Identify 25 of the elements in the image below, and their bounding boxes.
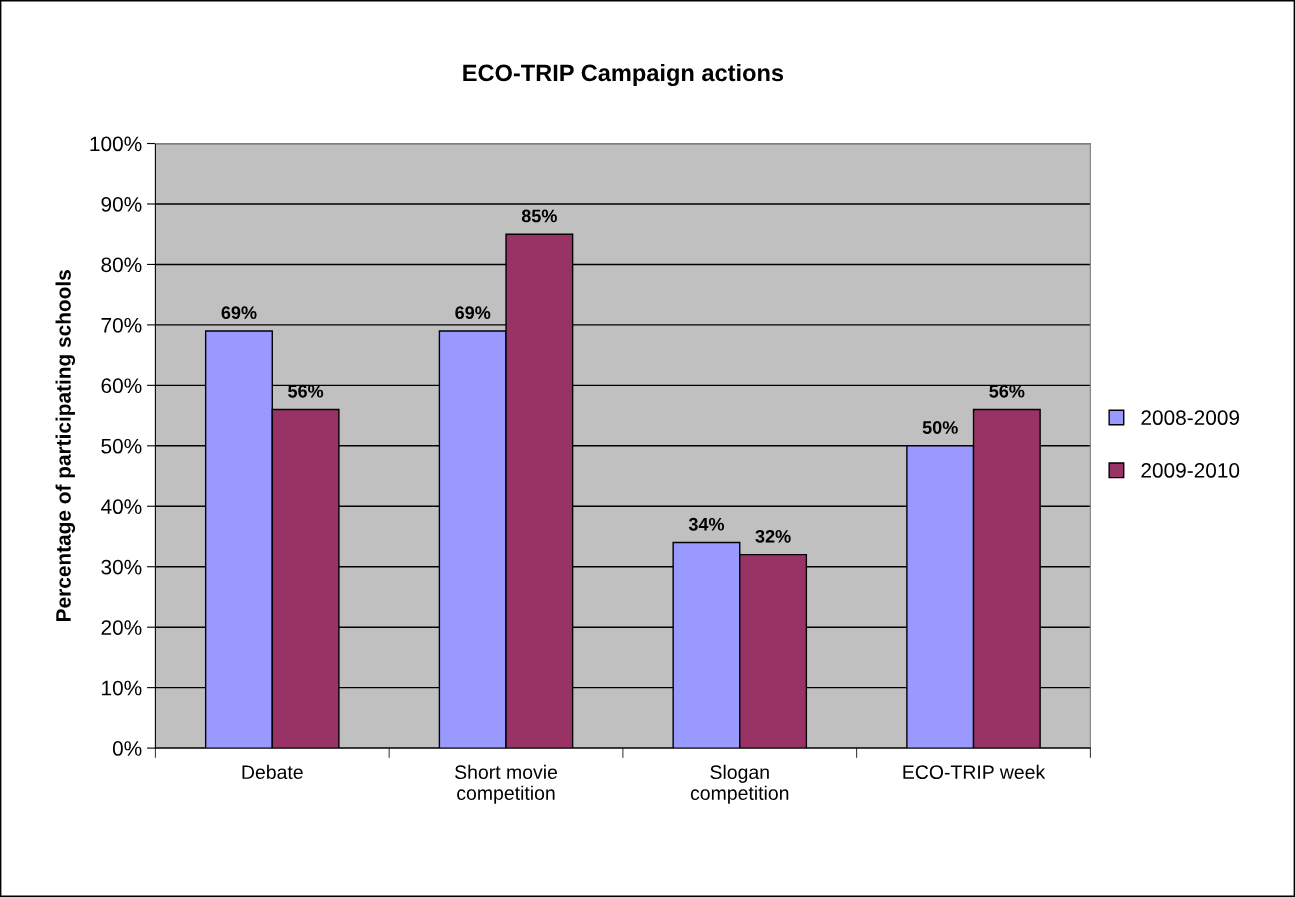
chart-title: ECO-TRIP Campaign actions bbox=[463, 63, 784, 87]
y-tick-label: 0% bbox=[112, 741, 142, 756]
y-tick-label: 50% bbox=[101, 438, 142, 454]
y-tick-label: 30% bbox=[101, 559, 142, 575]
y-tick-label: 10% bbox=[102, 680, 142, 696]
y-tick-label: 80% bbox=[101, 257, 142, 273]
y-tick-label: 40% bbox=[100, 499, 142, 515]
y-tick-label: 70% bbox=[101, 317, 142, 333]
data-label: 32% bbox=[755, 529, 791, 543]
data-label: 69% bbox=[221, 306, 257, 320]
data-label: 50% bbox=[922, 421, 958, 434]
y-axis-title: Percentage of participating schools bbox=[55, 270, 76, 621]
data-label: 69% bbox=[455, 306, 491, 320]
y-tick-label: 90% bbox=[101, 196, 142, 212]
y-tick-label: 60% bbox=[101, 378, 142, 394]
y-tick-label: 100% bbox=[90, 136, 142, 152]
y-tick-label: 20% bbox=[101, 620, 142, 635]
x-tick-label: Slogan competition bbox=[690, 764, 789, 804]
x-tick-label: Debate bbox=[242, 764, 303, 780]
x-tick-label: ECO-TRIP week bbox=[903, 764, 1046, 780]
legend-label: 2009-2010 bbox=[1141, 463, 1240, 478]
data-label: 34% bbox=[688, 517, 725, 531]
x-tick-label: Short movie competition bbox=[455, 764, 558, 804]
data-label: 85% bbox=[521, 209, 557, 223]
legend-label: 2008-2009 bbox=[1141, 410, 1240, 426]
